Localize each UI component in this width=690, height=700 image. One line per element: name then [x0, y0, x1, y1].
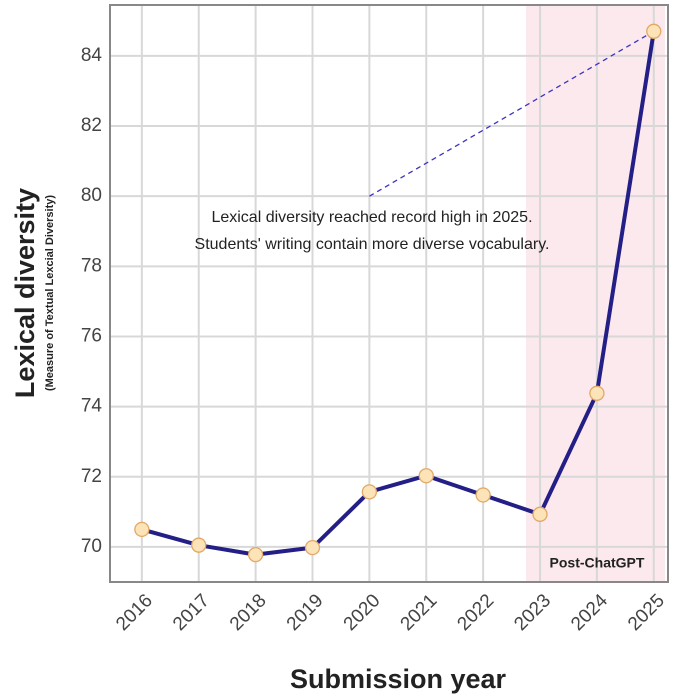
y-tick-label: 70 — [81, 536, 102, 557]
y-tick-label: 84 — [81, 45, 103, 66]
data-point — [418, 468, 434, 484]
x-tick-label: 2020 — [340, 590, 385, 635]
plot-border — [109, 4, 669, 583]
y-tick-label: 74 — [81, 396, 103, 417]
x-tick-label: 2022 — [453, 590, 498, 635]
y-tick-label: 82 — [81, 115, 102, 136]
x-tick-label: 2024 — [567, 590, 612, 635]
x-tick-label: 2016 — [112, 590, 157, 635]
data-point — [191, 537, 207, 553]
data-point — [475, 487, 491, 503]
x-tick-label: 2017 — [169, 590, 214, 635]
x-tick-label: 2018 — [226, 590, 271, 635]
x-tick-label: 2023 — [510, 590, 555, 635]
data-point — [304, 539, 321, 556]
y-axis-label: Lexical diversity — [10, 188, 40, 398]
data-point — [247, 546, 264, 563]
data-point — [589, 385, 605, 401]
x-tick-label: 2019 — [283, 590, 328, 635]
data-point — [134, 521, 150, 538]
data-point — [532, 506, 548, 522]
annotation: Lexical diversity reached record high in… — [211, 209, 532, 226]
y-tick-label: 76 — [81, 325, 102, 346]
x-tick-label: 2025 — [624, 590, 669, 635]
data-point — [646, 23, 662, 39]
y-tick-label: 80 — [81, 185, 102, 206]
y-tick-label: 78 — [81, 255, 102, 276]
region-label: Post-ChatGPT — [550, 555, 645, 571]
annotation-connector — [369, 30, 655, 197]
annotation: Students' writing contain more diverse v… — [195, 236, 550, 253]
x-axis-label: Submission year — [290, 664, 507, 694]
data-point — [361, 484, 378, 500]
y-tick-label: 72 — [81, 466, 102, 487]
x-tick-label: 2021 — [397, 590, 442, 635]
data-line — [141, 30, 656, 557]
y-axis-sublabel: (Measure of Textual Lexcial Diversity) — [44, 195, 56, 391]
